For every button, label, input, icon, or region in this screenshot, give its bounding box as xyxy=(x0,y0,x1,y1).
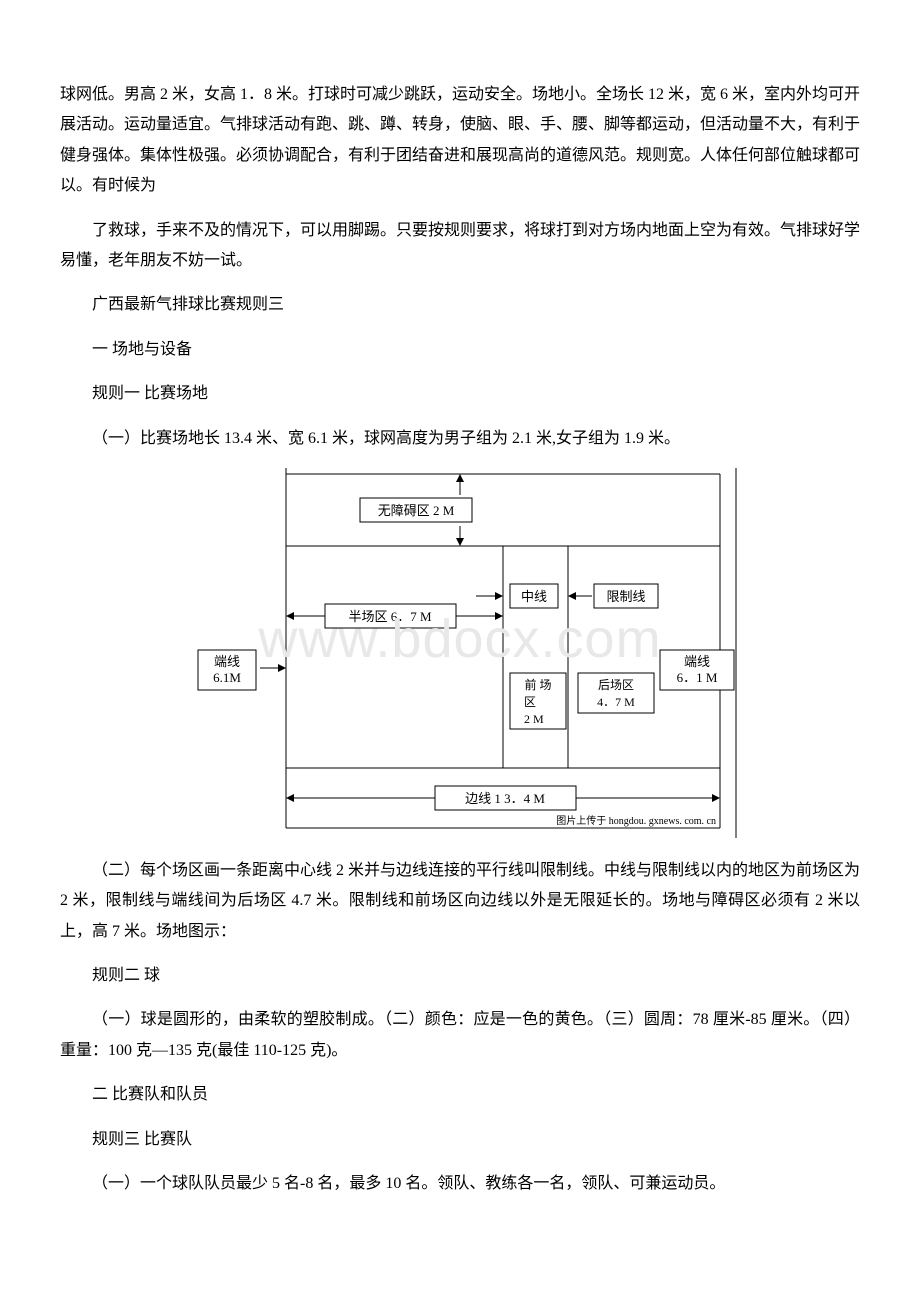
image-credit: 图片上传于 hongdou. gxnews. com. cn xyxy=(556,814,716,827)
heading-rule-3: 规则三 比赛队 xyxy=(60,1125,860,1155)
paragraph: （一）球是圆形的，由柔软的塑胶制成。（二）颜色：应是一色的黄色。（三）圆周：78… xyxy=(60,1005,860,1066)
label-barrier: 无障碍区 2 M xyxy=(378,503,455,518)
court-svg: 无障碍区 2 M 半场区 6．7 M 中线 限制线 xyxy=(180,468,740,838)
label-limit-line: 限制线 xyxy=(606,589,645,604)
paragraph: 球网低。男高 2 米，女高 1．8 米。打球时可减少跳跃，运动安全。场地小。全场… xyxy=(60,80,860,202)
paragraph: （一）比赛场地长 13.4 米、宽 6.1 米，球网高度为男子组为 2.1 米,… xyxy=(60,424,860,454)
paragraph: （二）每个场区画一条距离中心线 2 米并与边线连接的平行线叫限制线。中线与限制线… xyxy=(60,856,860,947)
paragraph: 了救球，手来不及的情况下，可以用脚踢。只要按规则要求，将球打到对方场内地面上空为… xyxy=(60,216,860,277)
label-endline-right-1: 端线 xyxy=(684,654,710,669)
label-half-court: 半场区 6．7 M xyxy=(348,609,432,624)
heading-rule-1: 规则一 比赛场地 xyxy=(60,379,860,409)
label-midline: 中线 xyxy=(521,589,547,604)
label-back-1: 后场区 xyxy=(598,678,634,692)
label-front-2: 区 xyxy=(524,695,536,709)
heading-rule-2: 规则二 球 xyxy=(60,961,860,991)
label-endline-left-1: 端线 xyxy=(214,654,240,669)
label-front-1: 前 场 xyxy=(524,677,551,692)
heading-rules-3: 广西最新气排球比赛规则三 xyxy=(60,290,860,320)
court-diagram: www.bdocx.com xyxy=(180,468,740,838)
label-sideline: 边线 1 3．4 M xyxy=(465,791,545,806)
heading-section-1: 一 场地与设备 xyxy=(60,335,860,365)
label-front-3: 2 M xyxy=(524,712,544,726)
heading-section-2: 二 比赛队和队员 xyxy=(60,1080,860,1110)
label-endline-left-2: 6.1M xyxy=(213,670,241,685)
label-endline-right-2: 6．1 M xyxy=(677,670,718,685)
court-diagram-container: www.bdocx.com xyxy=(60,468,860,838)
label-back-2: 4．7 M xyxy=(597,695,635,709)
paragraph: （一）一个球队队员最少 5 名-8 名，最多 10 名。领队、教练各一名，领队、… xyxy=(60,1169,860,1199)
